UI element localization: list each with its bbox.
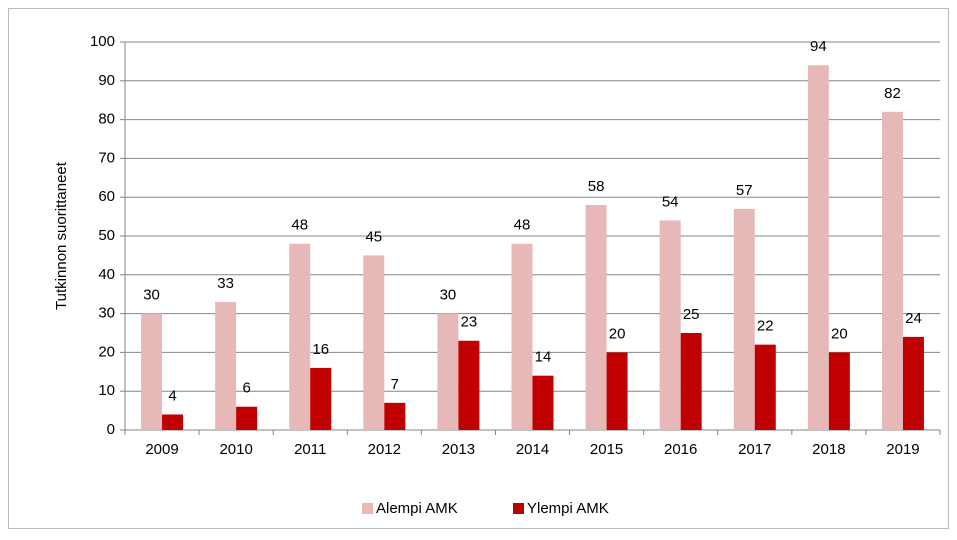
y-tick-label: 80 (98, 111, 115, 128)
data-label: 23 (461, 314, 478, 331)
y-tick-label: 10 (98, 382, 115, 399)
bar (606, 352, 628, 430)
x-tick-label: 2009 (145, 441, 178, 458)
y-tick-label: 70 (98, 149, 115, 166)
legend-swatch (362, 503, 373, 514)
data-label: 48 (291, 217, 308, 234)
data-label: 6 (242, 380, 250, 397)
legend-swatch (513, 503, 524, 514)
bar (458, 340, 480, 430)
x-tick-label: 2013 (442, 441, 475, 458)
bar (236, 406, 258, 430)
data-label: 45 (365, 228, 382, 245)
y-tick-label: 30 (98, 305, 115, 322)
bar (437, 313, 459, 430)
data-label: 82 (884, 85, 901, 102)
bar (141, 313, 163, 430)
data-label: 58 (588, 178, 605, 195)
bar (162, 414, 184, 430)
x-tick-label: 2017 (738, 441, 771, 458)
data-label: 20 (609, 325, 626, 342)
y-tick-label: 100 (90, 33, 115, 50)
bar (828, 352, 850, 430)
y-tick-label: 0 (107, 421, 115, 438)
data-label: 33 (217, 275, 234, 292)
x-tick-label: 2018 (812, 441, 845, 458)
data-label: 20 (831, 325, 848, 342)
data-label: 30 (440, 287, 457, 304)
x-tick-label: 2015 (590, 441, 623, 458)
bar (215, 301, 237, 430)
bar (881, 111, 903, 430)
x-tick-label: 2012 (368, 441, 401, 458)
data-label: 22 (757, 318, 774, 335)
data-label: 30 (143, 287, 160, 304)
y-tick-label: 60 (98, 188, 115, 205)
bar (511, 243, 533, 430)
y-tick-label: 40 (98, 266, 115, 283)
bar (532, 375, 554, 430)
x-tick-label: 2014 (516, 441, 549, 458)
data-label: 14 (535, 349, 552, 366)
bar (585, 204, 607, 430)
bar (659, 220, 681, 430)
legend-label: Alempi AMK (376, 500, 458, 517)
data-label: 7 (391, 376, 399, 393)
bar (902, 336, 924, 430)
y-tick-label: 20 (98, 343, 115, 360)
data-label: 57 (736, 182, 753, 199)
y-tick-label: 50 (98, 227, 115, 244)
data-label: 94 (810, 38, 827, 55)
x-tick-label: 2019 (886, 441, 919, 458)
x-tick-label: 2016 (664, 441, 697, 458)
bar (384, 402, 406, 430)
data-label: 24 (905, 310, 922, 327)
data-label: 54 (662, 193, 679, 210)
bar (733, 208, 755, 430)
chart-frame (8, 8, 949, 529)
data-label: 25 (683, 306, 700, 323)
y-axis-label: Tutkinnon suorittaneet (53, 161, 70, 310)
bar (807, 65, 829, 430)
data-label: 48 (514, 217, 531, 234)
y-tick-label: 90 (98, 72, 115, 89)
bar (310, 367, 332, 430)
bar (680, 333, 702, 430)
bar (289, 243, 311, 430)
data-label: 16 (312, 341, 329, 358)
legend-label: Ylempi AMK (527, 500, 609, 517)
bar (754, 344, 776, 430)
x-tick-label: 2010 (219, 441, 252, 458)
x-tick-label: 2011 (294, 441, 326, 458)
data-label: 4 (168, 387, 176, 404)
bar (363, 255, 385, 430)
